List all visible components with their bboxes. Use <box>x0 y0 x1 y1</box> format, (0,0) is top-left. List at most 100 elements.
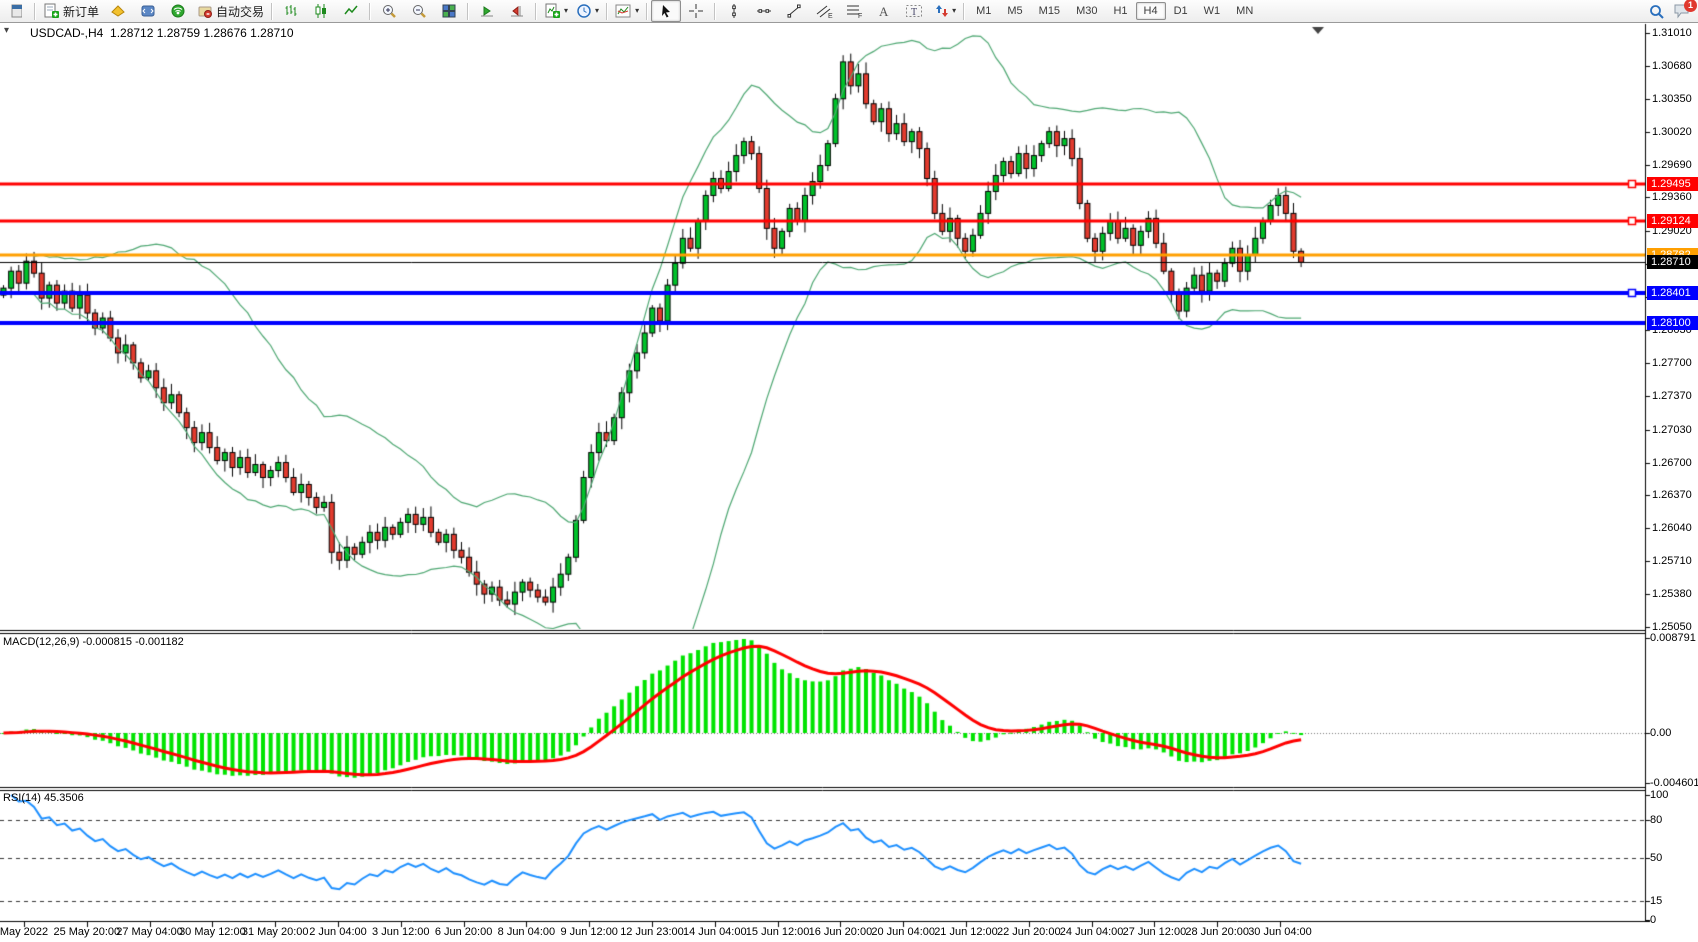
toolbar-button-bar-chart-mode[interactable] <box>276 0 306 22</box>
toolbar-button-fibonacci-tool[interactable]: F <box>839 0 869 22</box>
time-axis-label: 9 Jun 12:00 <box>560 926 618 938</box>
toolbar-button-candlestick-mode[interactable] <box>306 0 336 22</box>
price-level-badge: 1.28710 <box>1647 255 1698 270</box>
toolbar-button-trendline-tool[interactable] <box>779 0 809 22</box>
toolbar-separator <box>714 2 717 20</box>
caret-down-icon: ▾ <box>635 6 640 15</box>
price-axis-tick: 1.27030 <box>1652 423 1692 436</box>
timeframe-button-d1[interactable]: D1 <box>1173 5 1188 17</box>
new-order-icon <box>43 3 60 19</box>
cursor-tool-icon <box>658 3 674 19</box>
toolbar-button-chart-shift[interactable] <box>502 0 532 22</box>
time-axis-label: 28 Jun 20:00 <box>1185 926 1249 938</box>
price-axis-tick: 1.26700 <box>1652 456 1692 469</box>
toolbar-right-icons: 1 <box>1648 0 1698 20</box>
rsi-axis-tick: 15 <box>1650 895 1663 908</box>
toolbar-button-tile-windows[interactable] <box>434 0 464 22</box>
price-axis-tick: 1.29360 <box>1652 191 1692 204</box>
timeframe-button-m5[interactable]: M5 <box>1007 5 1023 17</box>
macd-indicator-label: MACD(12,26,9) -0.000815 -0.001182 <box>3 636 184 648</box>
price-axis-tick: 1.26040 <box>1652 522 1692 535</box>
price-level-badge: 1.28401 <box>1647 286 1698 301</box>
rsi-axis-tick: 50 <box>1650 851 1663 864</box>
toolbar-button-period-converter[interactable]: ▾ <box>572 0 603 22</box>
time-axis-label: 14 Jun 04:00 <box>682 926 747 938</box>
time-axis-label: 30 May 12:00 <box>179 926 246 938</box>
toolbar-button-vertical-line-tool[interactable] <box>719 0 749 22</box>
toolbar-button-window[interactable] <box>1 0 31 22</box>
autotrading-icon <box>197 3 213 19</box>
toolbar-separator <box>271 2 274 20</box>
chart-shift-icon <box>509 3 525 19</box>
macd-axis-tick: -0.004601 <box>1650 776 1698 789</box>
toolbar-button-text-tool[interactable]: A <box>869 0 899 22</box>
main-toolbar: 新订单 自动交易 ▾ ▾ ▾ E F A T ▾ M1 M5 M15 M30 H1 H4 D1 W1 MN 1 <box>0 0 1698 23</box>
rsi-axis-tick: 0 <box>1650 914 1657 926</box>
toolbar-button-indicators-list[interactable]: ▾ <box>611 0 643 22</box>
toolbar-button-new-order[interactable]: 新订单 <box>39 0 103 22</box>
time-axis-label: 15 Jun 12:00 <box>745 926 810 938</box>
toolbar-button-horizontal-line-tool[interactable] <box>749 0 779 22</box>
arrows-tool-icon <box>933 3 949 19</box>
price-level-badge: 1.29124 <box>1647 213 1698 228</box>
new-chart-icon <box>544 3 561 19</box>
toolbar-button-arrows-tool[interactable]: ▾ <box>929 0 960 22</box>
toolbar-button-text-label-tool[interactable]: T <box>899 0 929 22</box>
price-axis-tick: 1.31010 <box>1652 27 1692 39</box>
price-level-badge: 1.29495 <box>1647 176 1698 191</box>
trendline-tool-icon <box>786 3 802 19</box>
window-icon <box>11 3 22 19</box>
toolbar-button-equidistant-channel-tool[interactable]: E <box>809 0 839 22</box>
toolbar-button-zoom-in[interactable] <box>374 0 404 22</box>
equidistant-channel-tool-icon: E <box>816 3 833 19</box>
metaeditor-icon <box>140 3 156 19</box>
timeframe-button-mn[interactable]: MN <box>1236 5 1254 17</box>
autotrading-label: 自动交易 <box>216 4 265 19</box>
timeframe-button-w1[interactable]: W1 <box>1203 5 1221 17</box>
tile-windows-icon <box>441 3 457 19</box>
period-converter-icon <box>576 3 592 19</box>
zoom-out-icon <box>411 3 427 19</box>
timeframe-button-m15[interactable]: M15 <box>1038 5 1061 17</box>
timeframe-button-m30[interactable]: M30 <box>1076 5 1098 17</box>
line-chart-mode-icon <box>343 3 359 19</box>
timeframe-button-m1[interactable]: M1 <box>976 5 992 17</box>
toolbar-button-auto-scroll[interactable] <box>472 0 502 22</box>
text-tool-icon: A <box>877 3 891 19</box>
timeframe-button-h1[interactable]: H1 <box>1113 5 1128 17</box>
time-axis-label: 27 May 04:00 <box>116 926 183 938</box>
price-axis-tick: 1.25050 <box>1652 621 1692 633</box>
chart-title: USDCAD-,H4 1.28712 1.28759 1.28676 1.287… <box>30 26 294 40</box>
toolbar-button-zoom-out[interactable] <box>404 0 434 22</box>
horizontal-line-tool-icon <box>756 3 772 19</box>
toolbar-button-chat[interactable]: 1 <box>1673 0 1697 20</box>
toolbar-button-new-chart[interactable]: ▾ <box>540 0 572 22</box>
toolbar-button-profiles[interactable] <box>103 0 133 22</box>
toolbar-button-search[interactable] <box>1648 3 1665 20</box>
toolbar-button-autotrading[interactable]: 自动交易 <box>193 0 268 22</box>
toolbar-separator <box>467 2 470 20</box>
time-axis-label: May 2022 <box>0 926 49 938</box>
toolbar-button-mql-community[interactable] <box>163 0 193 22</box>
chat-unread-badge: 1 <box>1684 0 1697 12</box>
timeframe-button-h4[interactable]: H4 <box>1135 2 1166 20</box>
time-axis-label: 16 Jun 20:00 <box>808 926 873 938</box>
toolbar-button-cursor-tool[interactable] <box>651 0 682 22</box>
price-axis-tick: 1.27370 <box>1652 389 1692 402</box>
toolbar-separator <box>34 2 36 20</box>
svg-text:F: F <box>858 13 862 19</box>
candlestick-mode-icon <box>313 3 329 19</box>
bar-chart-mode-icon <box>283 3 299 19</box>
macd-axis-tick: 0.008791 <box>1650 632 1696 644</box>
time-axis-label: 25 May 20:00 <box>53 926 121 938</box>
macd-axis-tick: 0.00 <box>1650 727 1672 739</box>
toolbar-button-line-chart-mode[interactable] <box>336 0 366 22</box>
svg-text:A: A <box>879 4 889 19</box>
toolbar-separator <box>963 2 966 20</box>
time-axis-label: 12 Jun 23:00 <box>620 926 684 938</box>
toolbar-button-crosshair-tool[interactable] <box>681 0 711 22</box>
toolbar-button-metaeditor[interactable] <box>133 0 163 22</box>
time-axis-label: 6 Jun 20:00 <box>434 926 493 938</box>
one-click-trading-arrow[interactable]: ▾ <box>4 25 10 36</box>
